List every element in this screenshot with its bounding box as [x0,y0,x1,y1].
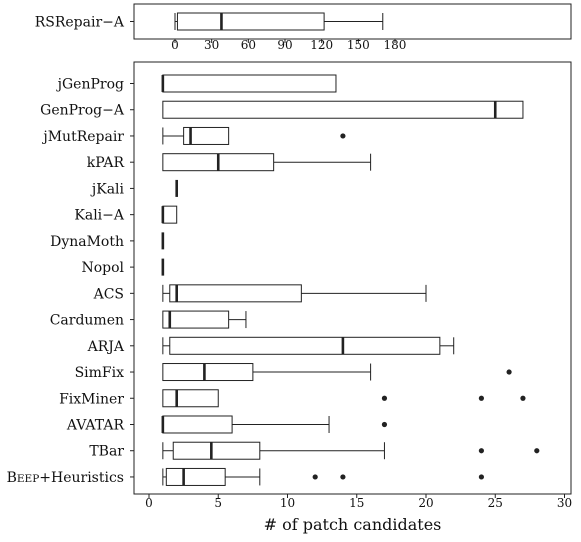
box-row-simfix: SimFix [75,363,512,382]
x-tick-label: 5 [214,496,222,510]
category-label: kPAR [87,155,125,171]
category-label: BEEP+Heuristics [7,470,124,486]
outlier-point [534,448,540,454]
x-tick-label: 30 [204,38,219,52]
panel-1: 0 30 60 90 120 150 180 RSRepair−A [35,3,572,52]
box-row-beep-heuristics: BEEP+Heuristics [7,467,484,486]
x-axis-title: # of patch candidates [264,515,442,534]
category-label: jMutRepair [41,129,124,145]
category-label: TBar [89,444,124,460]
box [162,310,230,329]
category-label-smallcaps-eep: EEP [17,473,39,485]
box-row-kali-a: Kali−A [74,205,178,224]
x-tick-label: 0 [145,496,153,510]
box [162,415,233,434]
box [172,441,261,460]
outlier-point [520,395,526,401]
box [169,336,441,355]
x-tick-label: 150 [347,38,370,52]
panel-frame [133,61,572,495]
category-label: RSRepair−A [35,15,125,31]
x-tick-label: 0 [171,38,179,52]
box-row-fixminer: FixMiner [59,389,526,408]
outlier-point [506,369,512,375]
outlier-point [478,474,484,480]
x-tick-label: 15 [349,496,364,510]
category-label: GenProg−A [40,103,125,119]
box-row-jgenprog: jGenProg [56,74,337,93]
category-label: ACS [93,286,124,302]
panel-2: 0 5 10 15 20 25 30 # of patch candidates jGenPro… [7,61,572,534]
box [176,12,325,31]
category-label-smallcaps-b: B [7,470,17,486]
box-row-dynamoth: DynaMoth [50,232,165,250]
category-label: Nopol [81,260,124,276]
outlier-point [478,448,484,454]
box [169,284,302,303]
outlier-point [381,421,388,428]
box-row-rsrepair-a: RSRepair−A [35,12,384,31]
box-row-tbar: TBar [89,441,540,460]
box-row-genprog-a: GenProg−A [40,100,524,119]
category-label: SimFix [75,365,125,381]
outlier-point [340,133,346,139]
box-row-jmutrepair: jMutRepair [41,126,346,145]
x-tick-label: 90 [277,38,292,52]
outlier-point [381,395,388,401]
box [165,467,226,486]
x-tick-label: 25 [488,496,503,510]
outlier-point [312,474,318,480]
box [162,363,254,382]
box [162,205,178,224]
box [162,100,524,119]
box [183,126,230,145]
category-label: DynaMoth [50,234,124,250]
category-label: FixMiner [59,391,124,407]
outlier-point [340,474,346,480]
x-tick-label: 60 [241,38,256,52]
box-row-nopol: Nopol [81,258,165,276]
box [162,389,219,408]
box-row-cardumen: Cardumen [50,310,247,329]
box-row-arja: ARJA [87,336,455,355]
category-label: jGenProg [56,77,124,93]
x-tick-label: 120 [310,38,333,52]
category-label: Kali−A [74,208,124,224]
box-row-acs: ACS [93,284,427,303]
x-tick-label: 30 [557,496,572,510]
x-tick-label: 20 [418,496,433,510]
x-tick-label: 180 [384,38,407,52]
box-row-avatar: AVATAR [66,415,388,434]
category-label: Cardumen [50,313,124,329]
box [162,74,337,93]
outlier-point [478,395,484,401]
category-label: AVATAR [66,417,125,433]
box-row-jkali: jKali [90,179,178,197]
category-label: ARJA [87,339,125,355]
category-label-rest: +Heuristics [39,470,124,486]
x-tick-label: 10 [280,496,295,510]
box-row-kpar: kPAR [87,153,372,172]
category-label: jKali [90,181,125,197]
